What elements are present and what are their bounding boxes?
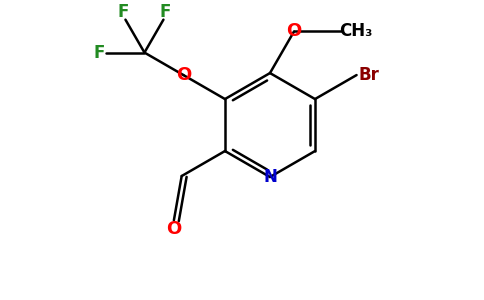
Text: F: F: [94, 44, 105, 62]
Text: O: O: [166, 220, 182, 238]
Text: O: O: [287, 22, 302, 40]
Text: O: O: [176, 66, 191, 84]
Text: F: F: [118, 3, 129, 21]
Text: F: F: [160, 3, 171, 21]
Text: N: N: [263, 168, 277, 186]
Text: Br: Br: [358, 66, 379, 84]
Text: CH₃: CH₃: [339, 22, 373, 40]
